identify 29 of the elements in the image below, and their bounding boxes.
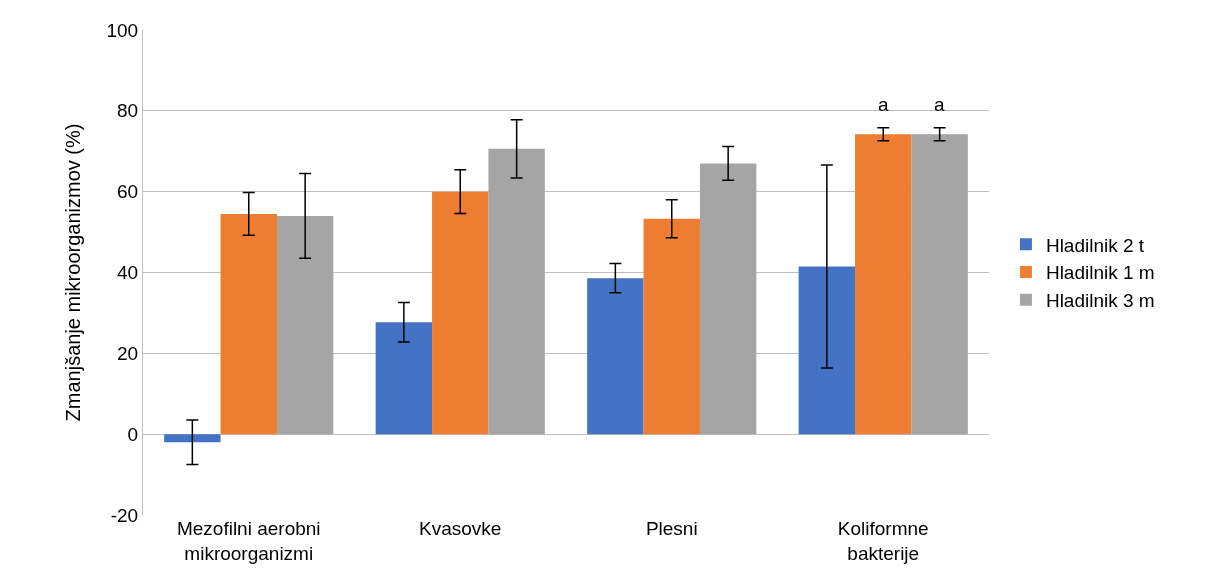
y-axis-title: Zmanjšanje mikroorganizmov (%) (62, 123, 84, 422)
legend-label: Hladilnik 3 m (1045, 290, 1155, 312)
bar (276, 215, 334, 435)
bar (699, 163, 757, 435)
y-tick-label: 100 (106, 19, 139, 41)
legend-label: Hladilnik 2 t (1045, 234, 1145, 256)
bar (220, 213, 277, 435)
bar (432, 191, 489, 435)
y-tick-label: 20 (117, 342, 139, 364)
bar (587, 278, 644, 435)
legend-label: Hladilnik 1 m (1045, 262, 1155, 284)
x-tick-label: Koliformne bakterije (837, 518, 929, 564)
bar (375, 322, 433, 435)
x-tick-label: Kvasovke (419, 518, 502, 539)
bar (911, 134, 968, 435)
bar (643, 218, 700, 435)
y-tick-label: -20 (110, 504, 139, 526)
annotation: a (878, 94, 889, 115)
y-tick-label: 40 (117, 262, 139, 284)
y-tick-label: 0 (127, 423, 139, 445)
y-tick-label: 60 (117, 181, 139, 203)
y-tick-label: 80 (117, 100, 139, 122)
x-tick-label: Plesni (645, 518, 698, 539)
bar (488, 148, 545, 435)
bar (855, 134, 912, 435)
bar (798, 266, 856, 435)
annotation: a (934, 94, 945, 115)
x-tick-label: Mezofilni aerobni mikroorganizmi (176, 518, 321, 564)
bar (164, 434, 221, 443)
